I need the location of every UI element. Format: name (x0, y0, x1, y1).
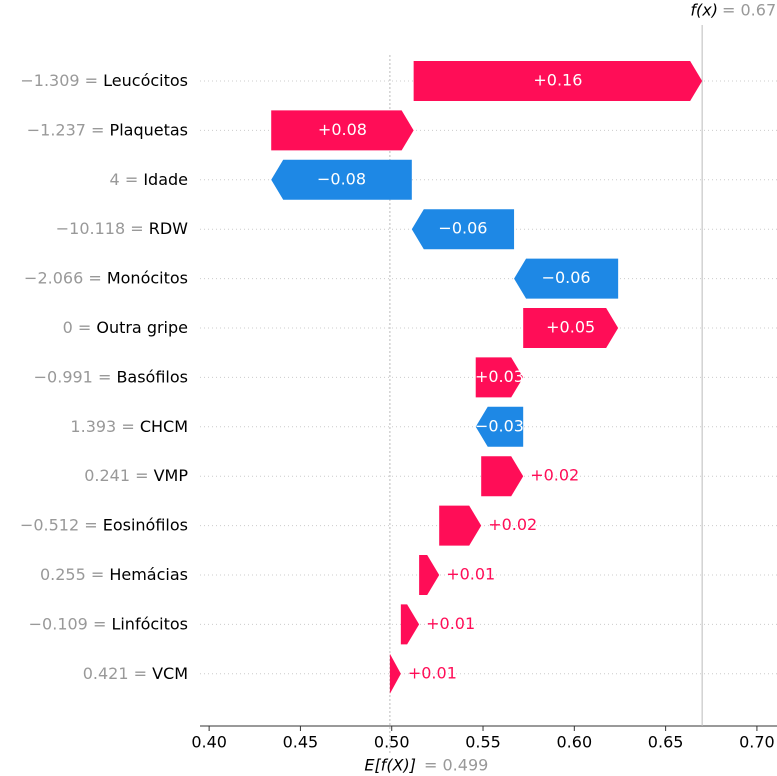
value-label: +0.01 (408, 663, 457, 682)
value-label: +0.01 (446, 565, 495, 584)
bar (439, 505, 482, 546)
output-label: f(x) (690, 1, 718, 20)
value-label: +0.02 (530, 466, 579, 485)
feature-name: Plaquetas (110, 120, 188, 139)
value-label: −0.06 (438, 219, 487, 238)
bar (475, 357, 524, 398)
feature-value: −2.066 = (24, 268, 102, 287)
feature-name: Hemácias (109, 565, 188, 584)
bar (475, 406, 524, 447)
x-tick-label: 0.50 (374, 733, 410, 752)
feature-value: 0 = (63, 318, 92, 337)
x-tick-label: 0.60 (557, 733, 593, 752)
base-value-label: = 0.499 (424, 756, 488, 775)
feature-label: −2.066 = Monócitos (24, 268, 188, 287)
bar (411, 209, 515, 250)
feature-name: Leucócitos (103, 71, 188, 90)
bar (413, 61, 703, 101)
bar (481, 456, 524, 497)
feature-label: 1.393 = CHCM (70, 416, 188, 435)
feature-label: −0.109 = Linfócitos (29, 614, 188, 633)
feature-value: −1.309 = (20, 71, 98, 90)
value-label: +0.03 (475, 367, 524, 386)
feature-value: 1.393 = (70, 416, 134, 435)
bar (523, 308, 619, 348)
value-label: +0.01 (426, 614, 475, 633)
feature-label: −10.118 = RDW (56, 219, 188, 238)
bar (514, 258, 619, 299)
feature-label: −0.512 = Eosinófilos (20, 515, 188, 534)
bar (271, 110, 414, 151)
value-label: +0.08 (318, 120, 367, 139)
feature-name: VCM (152, 663, 188, 682)
x-tick-label: 0.65 (648, 733, 684, 752)
feature-label: 0 = Outra gripe (63, 318, 188, 337)
feature-value: −0.512 = (20, 515, 98, 534)
base-label: E[f(X)] (364, 756, 416, 775)
feature-name: VMP (154, 466, 189, 485)
feature-value: −0.991 = (34, 367, 112, 386)
feature-label: 0.241 = VMP (84, 466, 188, 485)
feature-value: 0.421 = (83, 663, 147, 682)
value-label: −0.03 (475, 416, 524, 435)
feature-label: 4 = Idade (110, 169, 188, 188)
bar (271, 159, 412, 200)
bar (389, 653, 401, 694)
feature-name: Basófilos (116, 367, 188, 386)
feature-value: −10.118 = (56, 219, 144, 238)
feature-name: CHCM (140, 416, 188, 435)
value-label: +0.16 (533, 71, 582, 90)
value-label: −0.06 (542, 268, 591, 287)
feature-value: −1.237 = (27, 120, 105, 139)
feature-name: Eosinófilos (103, 515, 188, 534)
feature-name: Idade (143, 169, 188, 188)
feature-value: 4 = (110, 169, 139, 188)
feature-name: Linfócitos (111, 614, 188, 633)
bar (419, 555, 440, 595)
x-tick-label: 0.45 (283, 733, 319, 752)
feature-value: 0.255 = (40, 565, 104, 584)
feature-label: −1.237 = Plaquetas (27, 120, 188, 139)
feature-name: Monócitos (107, 268, 188, 287)
feature-label: 0.255 = Hemácias (40, 565, 188, 584)
feature-value: 0.241 = (84, 466, 148, 485)
bar (400, 604, 420, 645)
value-label: +0.05 (546, 318, 595, 337)
value-label: +0.02 (488, 515, 537, 534)
feature-name: RDW (149, 219, 188, 238)
feature-name: Outra gripe (96, 318, 188, 337)
feature-label: −0.991 = Basófilos (34, 367, 188, 386)
output-value-label: = 0.67 (722, 1, 776, 20)
feature-label: −1.309 = Leucócitos (20, 71, 188, 90)
x-tick-label: 0.40 (191, 733, 227, 752)
value-label: −0.08 (317, 169, 366, 188)
x-tick-label: 0.55 (465, 733, 501, 752)
feature-label: 0.421 = VCM (83, 663, 188, 682)
x-tick-label: 0.70 (739, 733, 775, 752)
feature-value: −0.109 = (29, 614, 107, 633)
